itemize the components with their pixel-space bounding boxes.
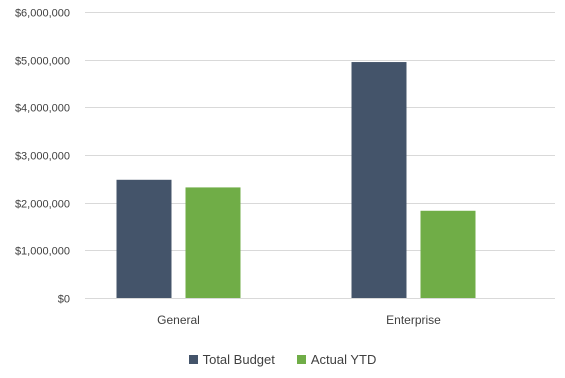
y-tick-label: $6,000,000 <box>15 8 70 20</box>
y-tick-label: $4,000,000 <box>15 103 70 115</box>
legend-label-actual-ytd: Actual YTD <box>310 352 377 367</box>
y-tick-label: $3,000,000 <box>15 151 70 163</box>
y-tick-label: $2,000,000 <box>15 199 70 211</box>
x-axis-tick-labels: General Enterprise <box>157 313 441 327</box>
x-tick-label: Enterprise <box>386 313 441 327</box>
legend-label-total-budget: Total Budget <box>202 352 275 367</box>
bar-general-total-budget <box>116 179 172 298</box>
bars <box>116 62 476 298</box>
y-tick-label: $5,000,000 <box>15 56 70 68</box>
x-tick-label: General <box>157 313 200 327</box>
legend: Total Budget Actual YTD <box>0 352 565 367</box>
bar-enterprise-actual-ytd <box>420 210 476 298</box>
legend-item-total-budget: Total Budget <box>188 352 275 367</box>
y-tick-label: $1,000,000 <box>15 246 70 258</box>
y-tick-label: $0 <box>58 294 70 306</box>
legend-swatch-total-budget <box>188 355 198 364</box>
bar-general-actual-ytd <box>185 187 241 298</box>
bar-enterprise-total-budget <box>351 62 407 298</box>
legend-item-actual-ytd: Actual YTD <box>296 352 377 367</box>
y-axis-tick-labels: $0 $1,000,000 $2,000,000 $3,000,000 $4,000,0… <box>15 8 70 306</box>
legend-swatch-actual-ytd <box>296 355 306 364</box>
